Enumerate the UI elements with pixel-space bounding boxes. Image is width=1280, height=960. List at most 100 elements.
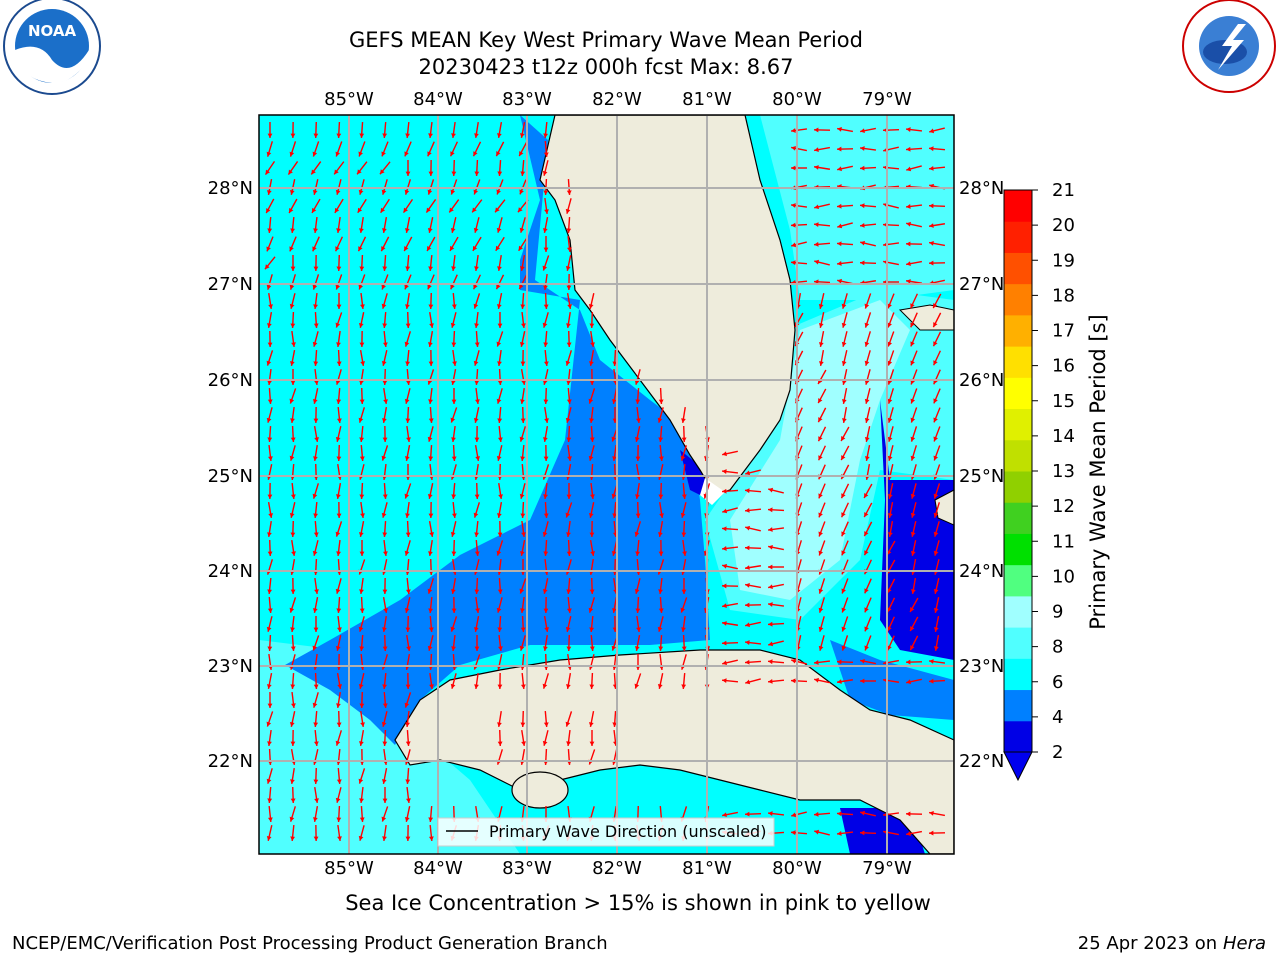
wave-arrow-head — [929, 678, 934, 684]
wave-arrow-head — [474, 532, 480, 537]
wave-arrow-head — [335, 322, 341, 328]
wave-arrow-head — [860, 830, 865, 836]
wave-arrow-head — [543, 722, 549, 727]
lat-label-left: 28°N — [208, 178, 253, 199]
colorbar-tick-label: 10 — [1052, 566, 1075, 587]
wave-arrow-head — [520, 722, 526, 727]
wave-arrow-head — [819, 361, 824, 366]
wave-arrow-head — [818, 436, 823, 442]
wave-arrow-head — [406, 798, 411, 803]
wave-arrow-head — [837, 146, 842, 152]
wave-arrow-head — [382, 494, 388, 499]
wave-arrow-head — [566, 437, 572, 442]
wave-arrow-head — [841, 493, 846, 499]
wave-arrow-head — [290, 646, 296, 651]
lon-labels-bottom: 85°W 84°W 83°W 82°W 81°W 80°W 79°W — [324, 858, 912, 879]
wave-arrow-head — [290, 627, 295, 632]
wave-arrow-head — [382, 798, 388, 803]
wave-arrow-head — [521, 323, 526, 328]
wave-arrow-head — [837, 241, 842, 247]
wave-arrow-head — [264, 264, 270, 270]
wave-arrow-head — [380, 207, 386, 213]
wave-arrow-head — [266, 626, 272, 632]
wave-arrow-head — [520, 361, 526, 366]
wave-arrow-head — [567, 456, 572, 461]
wave-arrow-head — [768, 678, 773, 684]
wave-arrow-head — [427, 284, 432, 290]
wave-arrow-head — [745, 470, 751, 476]
wave-arrow-head — [381, 816, 387, 822]
wave-arrow-head — [429, 323, 434, 328]
wave-arrow-head — [818, 588, 824, 594]
wave-arrow-head — [313, 836, 319, 841]
map-area: Primary Wave Direction (unscaled) — [259, 115, 954, 854]
wave-arrow-head — [818, 607, 824, 613]
wave-arrow-head — [289, 207, 294, 213]
wave-arrow-head — [768, 584, 773, 590]
wave-arrow-head — [405, 513, 410, 518]
wave-arrow-head — [337, 627, 342, 632]
wave-arrow-head — [768, 659, 773, 665]
wave-arrow-head — [405, 779, 411, 784]
wave-arrow-head — [745, 811, 750, 817]
lon-label-top: 81°W — [682, 89, 732, 110]
wave-arrow-head — [336, 266, 342, 271]
wave-arrow-head — [290, 494, 296, 499]
colorbar-tick-label: 14 — [1052, 426, 1075, 447]
wave-arrow-head — [841, 607, 847, 613]
wave-arrow-head — [359, 798, 364, 803]
wave-arrow-head — [837, 659, 842, 665]
wave-arrow-head — [405, 323, 411, 328]
wave-arrow-head — [791, 830, 796, 836]
wave-arrow-head — [745, 659, 750, 665]
colorbar-tick-label: 4 — [1052, 707, 1063, 728]
wave-arrow-head — [267, 741, 272, 746]
wave-arrow-head — [451, 608, 457, 613]
wave-arrow-head — [313, 817, 318, 822]
wave-arrow-head — [450, 322, 456, 328]
wave-arrow-head — [791, 128, 796, 133]
wave-band-pale — [730, 300, 910, 600]
wave-arrow-head — [382, 741, 388, 746]
wave-arrow-head — [474, 380, 480, 385]
wave-arrow-head — [267, 646, 273, 651]
wave-arrow-head — [910, 626, 915, 632]
wave-arrow-head — [496, 304, 502, 309]
wave-arrow-head — [791, 203, 796, 208]
wave-arrow-head — [768, 527, 773, 532]
wave-arrow-head — [543, 494, 548, 499]
wave-arrow-head — [658, 399, 664, 404]
wave-arrow-head — [267, 532, 272, 537]
wave-arrow-head — [335, 189, 341, 195]
wave-arrow-head — [588, 722, 594, 727]
wave-arrow-head — [496, 455, 502, 461]
wave-arrow-head — [336, 703, 341, 708]
wave-arrow-head — [450, 245, 455, 251]
wave-arrow-head — [497, 361, 502, 366]
wave-arrow-head — [910, 360, 915, 366]
wave-arrow-head — [428, 266, 434, 271]
wave-arrow-head — [267, 551, 273, 556]
wave-arrow-head — [658, 589, 663, 594]
wave-arrow-head — [566, 494, 572, 499]
wave-arrow-head — [520, 418, 526, 423]
wave-arrow-head — [768, 507, 773, 513]
wave-arrow-head — [289, 284, 295, 290]
wave-arrow-head — [358, 835, 364, 841]
wave-arrow-head — [841, 550, 846, 556]
wave-arrow-head — [566, 646, 572, 651]
wave-arrow-head — [267, 703, 273, 708]
wave-arrow-head — [450, 227, 456, 233]
wave-arrow-head — [313, 741, 319, 746]
colorbar-segment — [1004, 221, 1032, 253]
wave-arrow-head — [313, 323, 319, 328]
wave-arrow-head — [841, 588, 846, 594]
wave-arrow-head — [335, 531, 341, 537]
lat-label-left: 24°N — [208, 561, 253, 582]
legend-label: Primary Wave Direction (unscaled) — [489, 822, 766, 841]
wave-arrow-head — [814, 811, 819, 817]
wave-arrow-head — [519, 133, 525, 138]
wave-arrow-head — [887, 417, 893, 423]
wave-arrow-head — [450, 380, 456, 385]
wave-arrow-head — [428, 817, 434, 822]
